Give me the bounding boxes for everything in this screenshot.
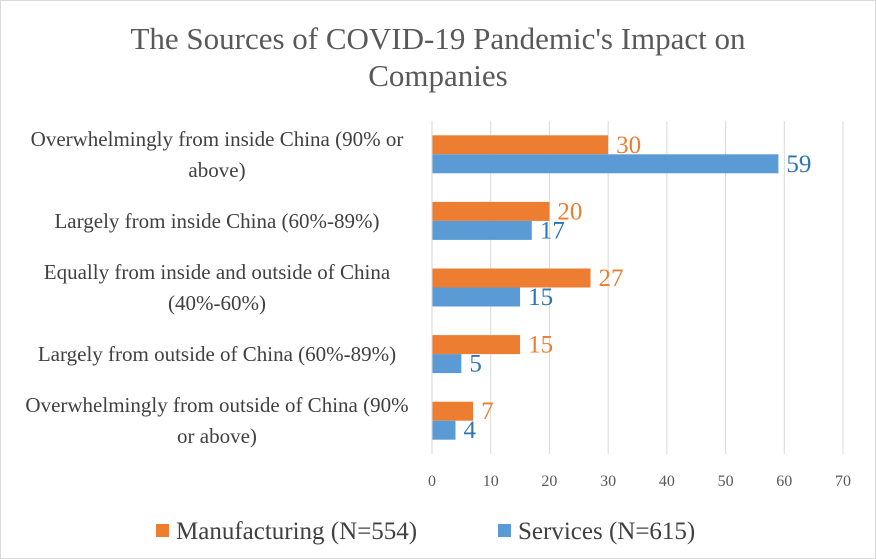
bar — [432, 154, 779, 174]
x-tick-label: 10 — [483, 473, 499, 490]
bar — [432, 420, 456, 440]
x-tick-label: 50 — [718, 473, 734, 490]
category-label: Overwhelmingly from outside of China (90… — [25, 393, 408, 417]
bar — [432, 287, 521, 307]
category-label: Largely from inside China (60%-89%) — [54, 209, 379, 233]
category-label: Largely from outside of China (60%-89%) — [38, 342, 396, 366]
data-label: 4 — [463, 417, 476, 444]
legend-swatch — [156, 524, 169, 537]
legend-swatch — [498, 524, 511, 537]
category-label: (40%-60%) — [168, 291, 266, 315]
x-tick-label: 30 — [600, 473, 616, 490]
bar — [432, 135, 609, 155]
data-label: 15 — [528, 332, 553, 359]
data-label: 7 — [481, 398, 494, 425]
x-tick-label: 70 — [835, 473, 851, 490]
data-label: 5 — [469, 351, 482, 378]
legend-label: Services (N=615) — [518, 518, 695, 545]
x-tick-label: 60 — [776, 473, 792, 490]
chart-title: The Sources of COVID-19 Pandemic's Impac… — [130, 21, 746, 56]
category-label: Overwhelmingly from inside China (90% or — [31, 127, 404, 151]
bar — [432, 335, 521, 355]
x-tick-label: 0 — [428, 473, 436, 490]
data-label: 27 — [599, 265, 624, 292]
bar — [432, 354, 462, 374]
bar — [432, 201, 550, 221]
data-label: 20 — [557, 198, 582, 225]
bar — [432, 220, 532, 240]
data-label: 17 — [540, 217, 565, 244]
data-label: 15 — [528, 284, 553, 311]
bar — [432, 268, 591, 288]
chart-title: Companies — [368, 58, 508, 93]
x-tick-label: 40 — [659, 473, 675, 490]
legend-label: Manufacturing (N=554) — [176, 518, 417, 545]
category-label: above) — [188, 158, 245, 182]
category-label: Equally from inside and outside of China — [44, 260, 391, 284]
data-label: 59 — [786, 151, 811, 178]
x-tick-label: 20 — [541, 473, 557, 490]
category-label: or above) — [177, 424, 257, 448]
bar — [432, 401, 474, 421]
